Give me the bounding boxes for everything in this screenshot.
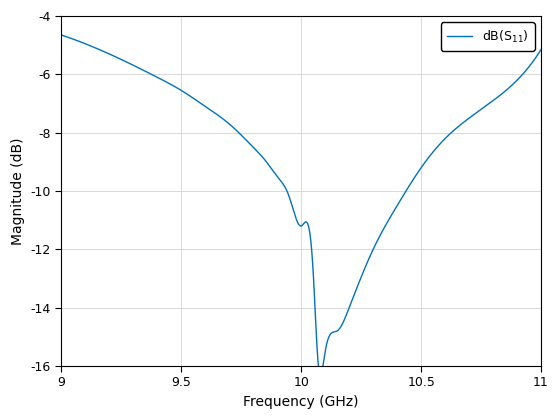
dB(S$_{11}$) bbox=[82, 42, 89, 47]
dB(S$_{11}$) bbox=[538, 47, 544, 52]
dB(S$_{11}$) bbox=[317, 372, 324, 377]
X-axis label: Frequency (GHz): Frequency (GHz) bbox=[244, 395, 359, 409]
dB(S$_{11}$) bbox=[524, 66, 530, 71]
Y-axis label: Magnitude (dB): Magnitude (dB) bbox=[11, 137, 25, 245]
dB(S$_{11}$) bbox=[278, 180, 285, 185]
dB(S$_{11}$) bbox=[58, 32, 65, 37]
dB(S$_{11}$) bbox=[436, 142, 442, 147]
Legend: dB(S$_{11}$): dB(S$_{11}$) bbox=[441, 22, 535, 51]
Line: dB(S$_{11}$): dB(S$_{11}$) bbox=[62, 35, 541, 375]
dB(S$_{11}$) bbox=[524, 66, 531, 71]
dB(S$_{11}$) bbox=[291, 212, 298, 217]
